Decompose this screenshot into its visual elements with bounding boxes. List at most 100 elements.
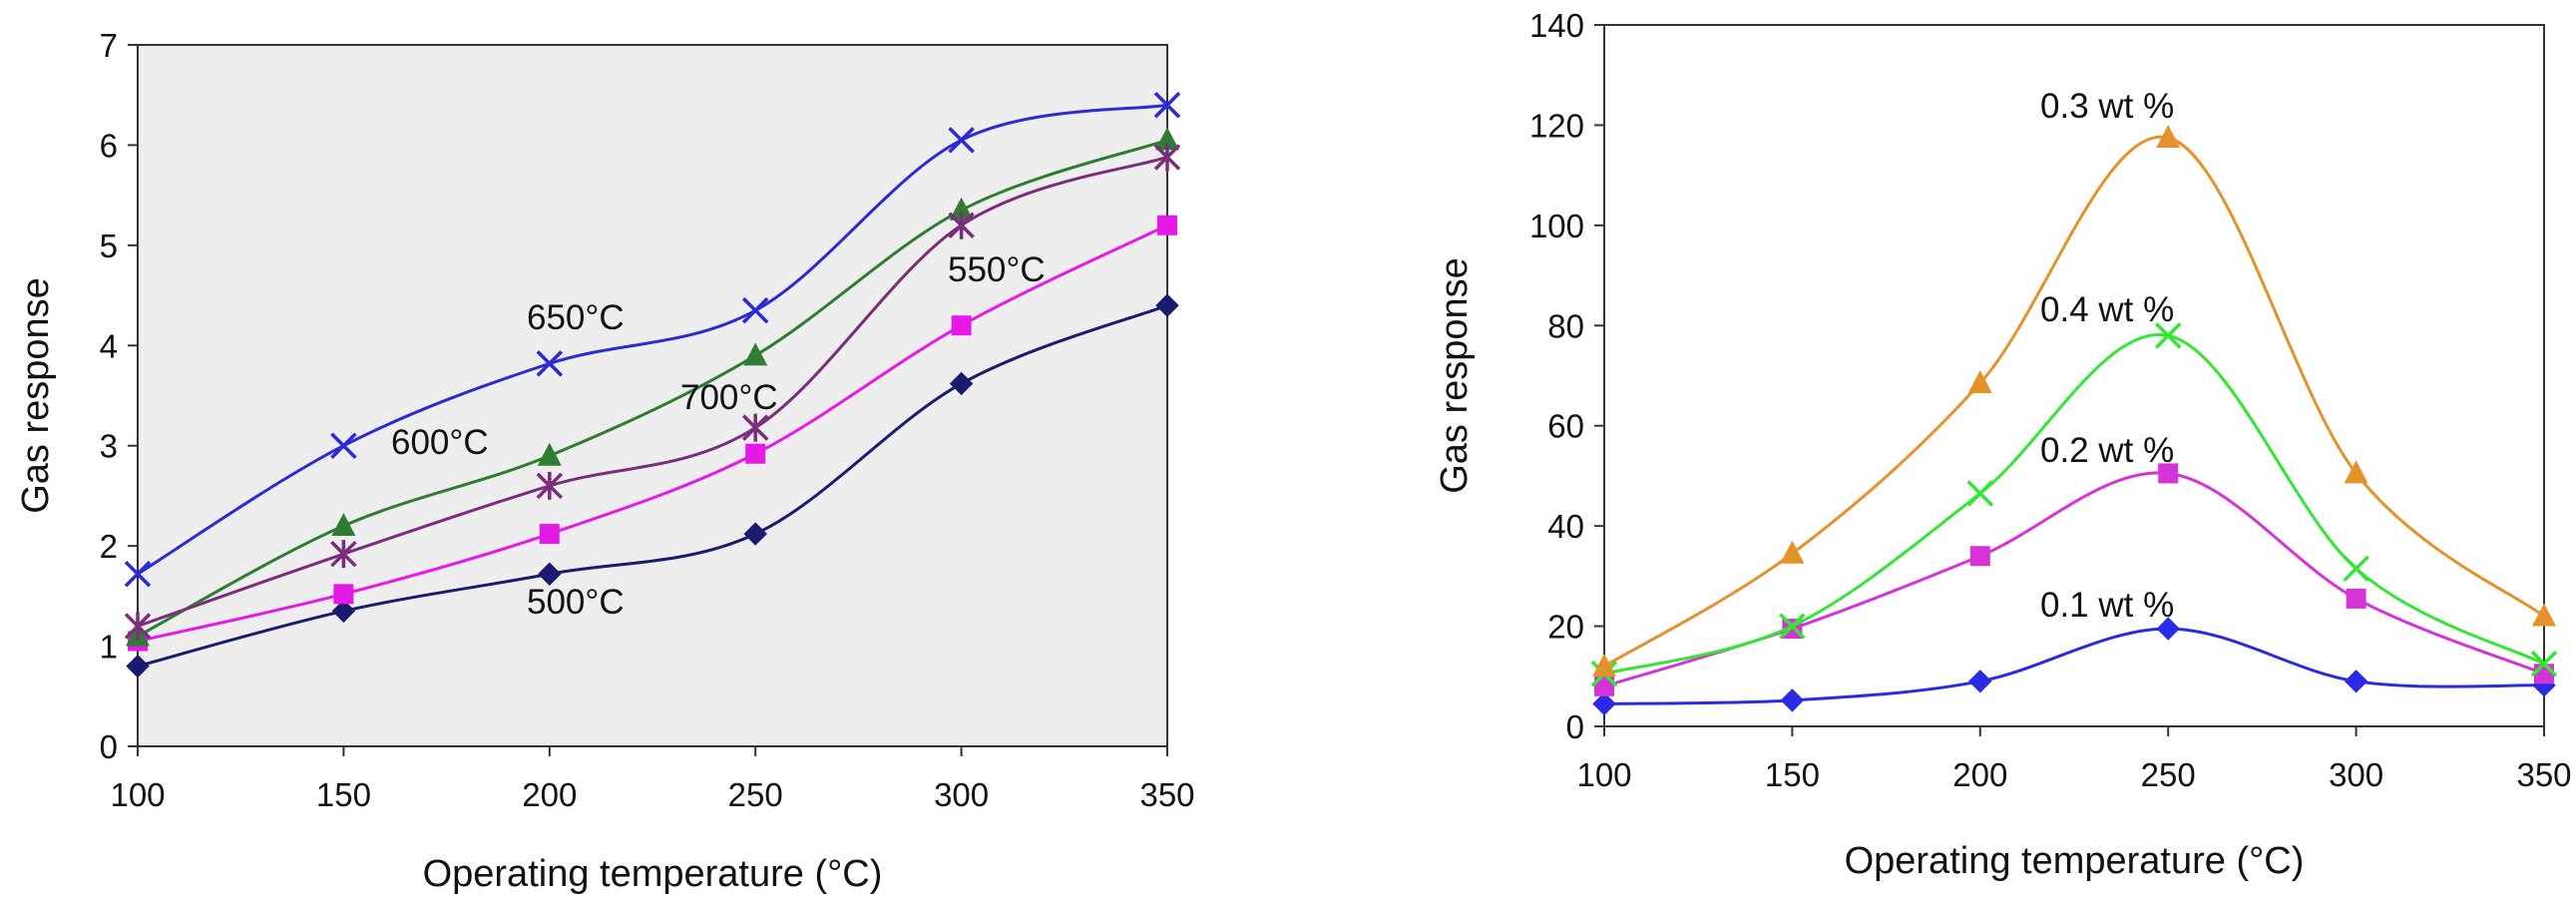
x-tick-label: 350 [2516,756,2571,793]
data-point [1594,676,1614,696]
data-point [538,562,562,586]
x-tick-label: 150 [1765,756,1820,793]
data-point [949,197,974,221]
series-annotation: 0.2 wt % [2040,431,2174,470]
series-annotation: 700°C [680,378,778,417]
data-point [743,522,767,546]
plot-area [137,44,1168,747]
y-tick-label: 60 [1547,408,1584,445]
y-tick-label: 0 [100,728,118,765]
chart-left: 0 1 2 3 4 5 6 7 100 150 200 250 300 350 Operating temp… [15,27,1195,895]
data-point [2534,664,2554,684]
x-tick-label: 200 [522,776,577,813]
data-point [126,654,150,678]
data-point [1969,546,1990,567]
series-line [137,303,1168,669]
data-point [2154,322,2182,349]
y-tick-label: 7 [100,27,118,64]
data-point [741,413,769,442]
x-tick-label: 250 [728,776,783,813]
data-point [331,513,356,537]
x-tick-label: 250 [2141,756,2196,793]
x-tick-label: 200 [1952,756,2007,793]
x-tick-label: 100 [110,776,165,813]
data-point [1967,370,1992,394]
y-tick-label: 20 [1547,609,1584,646]
data-point [1592,653,1616,676]
data-point [948,127,975,154]
data-point [331,599,356,624]
data-point [1157,215,1177,235]
data-point [124,561,152,588]
series-line [1603,627,2545,705]
series-line [137,138,1168,638]
x-axis-title: Operating temperature (°C) [1845,840,2305,882]
data-point [741,296,769,324]
data-point [330,540,357,569]
series-annotation: 550°C [948,250,1046,289]
data-point [537,442,562,466]
y-tick-label: 100 [1529,208,1584,244]
y-tick-label: 120 [1529,107,1584,144]
x-axis-title: Operating temperature (°C) [423,853,883,895]
data-point [2158,463,2179,484]
y-tick-label: 1 [100,629,118,666]
x-tick-label: 350 [1139,776,1194,813]
chart-right: 0 20 40 60 80 100 120 140 100 150 200 250 300 350 Oper… [1434,7,2572,882]
data-point [745,443,766,464]
data-point [2156,124,2181,148]
series-annotation: 600°C [391,423,489,462]
data-point [948,211,975,239]
data-point [1968,670,1992,693]
y-tick-label: 5 [100,227,118,264]
data-point [333,584,354,605]
y-tick-label: 2 [100,528,118,565]
data-point [2344,670,2368,693]
x-tick-label: 300 [2329,756,2383,793]
y-axis-title: Gas response [15,277,57,514]
series-line [137,103,1168,576]
x-tick-label: 300 [934,776,989,813]
data-point [2346,588,2366,609]
series-annotation: 0.1 wt % [2040,586,2174,625]
y-tick-label: 4 [100,327,118,364]
y-tick-label: 6 [100,127,118,164]
series-annotation: 500°C [527,583,625,622]
y-tick-label: 0 [1566,708,1584,745]
data-point [1155,293,1179,317]
data-point [2532,603,2556,627]
data-point [124,612,152,641]
data-point [2156,617,2180,641]
data-point [1780,688,1805,712]
data-point [1779,613,1806,640]
series-line [137,156,1168,628]
data-point [1155,127,1179,151]
data-point [2530,650,2558,677]
data-point [2344,460,2368,484]
series-annotation: 650°C [527,298,625,337]
data-point [743,342,768,366]
y-tick-label: 3 [100,428,118,465]
data-point [330,432,357,459]
y-tick-label: 140 [1529,7,1584,44]
x-tick-label: 100 [1576,756,1631,793]
data-point [951,315,972,336]
data-point [1153,92,1181,119]
data-point [539,524,560,545]
data-point [1966,480,1994,507]
series-annotation: 0.4 wt % [2040,290,2174,329]
data-point [1780,540,1805,564]
y-axis-title: Gas response [1434,257,1476,494]
data-point [1592,691,1616,716]
data-point [536,350,564,377]
data-point [949,371,974,396]
x-tick-label: 150 [316,776,371,813]
plot-area [1603,24,2545,727]
data-point [2343,555,2369,583]
data-point [536,471,564,500]
series-annotation: 0.3 wt % [2040,87,2174,126]
y-tick-label: 80 [1547,307,1584,344]
data-point [1153,143,1181,172]
series-line [137,224,1168,644]
